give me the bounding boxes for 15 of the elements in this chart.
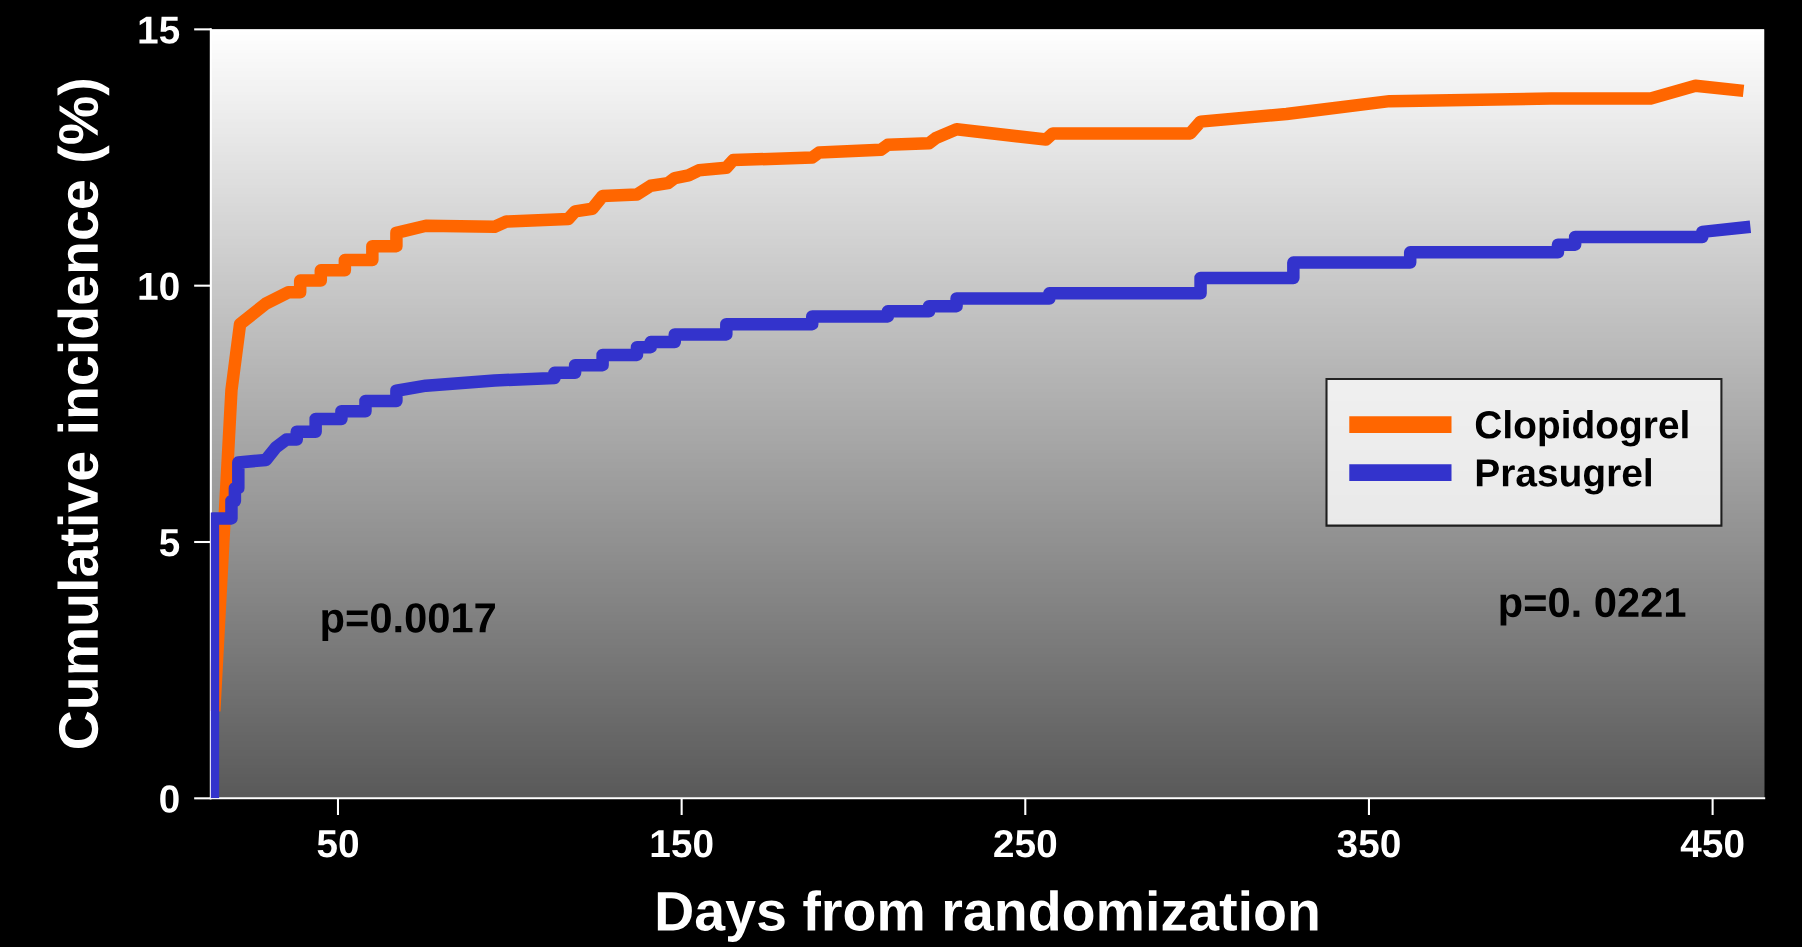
y-axis-title: Cumulative incidence (%)	[57, 80, 110, 749]
x-tick-label: 450	[1680, 829, 1744, 858]
y-tick-label: 10	[139, 272, 179, 301]
y-tick-label: 15	[139, 16, 180, 44]
legend-label: Prasugrel	[1476, 458, 1651, 495]
legend-label: Clopidogrel	[1475, 410, 1688, 447]
y-tick-label: 0	[160, 785, 179, 813]
annotation: p=0. 0221	[1500, 587, 1686, 626]
x-tick-label: 350	[1337, 829, 1400, 858]
x-axis-title: Days from randomization	[657, 890, 1318, 942]
y-tick-label: 5	[159, 529, 180, 557]
x-tick-label: 150	[651, 829, 713, 858]
x-tick-label: 250	[994, 829, 1057, 858]
x-tick-label: 50	[317, 829, 359, 858]
annotation: p=0.0017	[322, 603, 495, 641]
